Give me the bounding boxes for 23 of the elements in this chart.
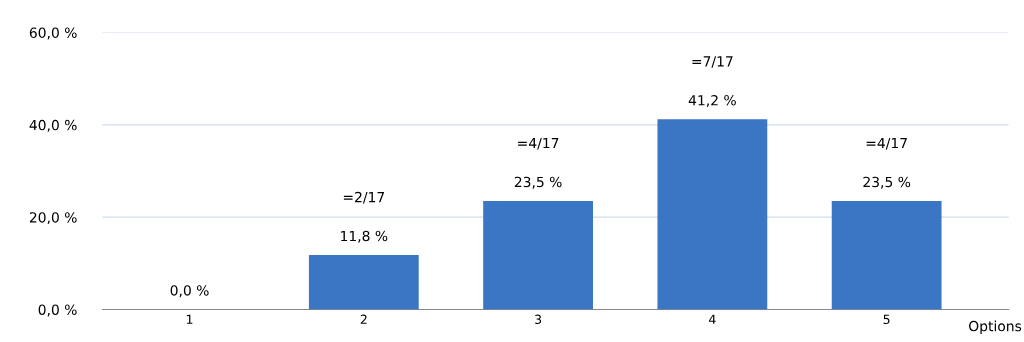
- bar: [483, 201, 593, 310]
- y-tick-label: 60,0 %: [29, 27, 77, 40]
- data-label: 0,0 %: [170, 285, 209, 298]
- y-tick-label: 40,0 %: [29, 119, 77, 132]
- y-tick-label: 20,0 %: [29, 212, 77, 225]
- x-tick-label: 4: [709, 314, 716, 324]
- bar: [308, 255, 419, 310]
- data-label: 23,5 %: [514, 176, 562, 189]
- data-label: 11,8 %: [341, 230, 388, 243]
- data-label: 23,5 %: [863, 176, 911, 189]
- bar: [657, 119, 768, 310]
- x-axis-title: Options: [969, 320, 1022, 335]
- bar: [831, 201, 942, 310]
- annotation: =4/17: [518, 138, 559, 150]
- x-tick-label: 2: [360, 314, 367, 324]
- data-label: 41,2 %: [688, 94, 736, 107]
- x-tick-label: 5: [883, 314, 890, 325]
- y-tick-label: 0,0 %: [38, 304, 77, 317]
- annotation: =2/17: [343, 191, 385, 204]
- annotation: =4/17: [866, 138, 907, 150]
- annotation: =7/17: [692, 56, 733, 68]
- x-tick-label: 1: [186, 314, 193, 324]
- x-tick-label: 3: [535, 314, 542, 325]
